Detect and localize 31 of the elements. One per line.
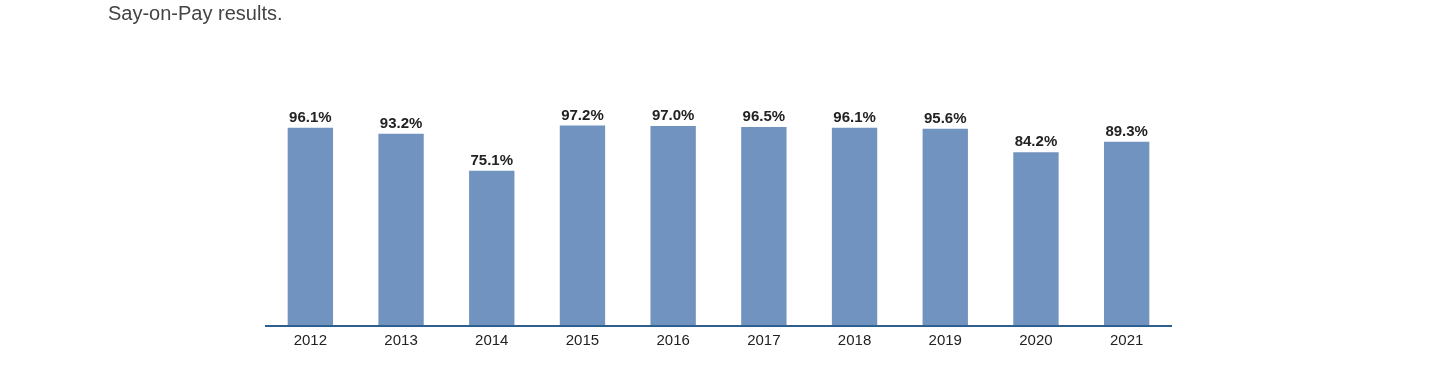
data-label: 95.6% — [923, 108, 967, 126]
bar — [469, 170, 515, 325]
data-label: 96.5% — [742, 106, 786, 124]
x-tick-label: 2021 — [1109, 331, 1144, 348]
bar — [378, 133, 424, 325]
x-tick-label: 2020 — [1019, 331, 1053, 348]
bar — [831, 127, 878, 325]
data-label: 97.2% — [561, 105, 604, 123]
data-label: 96.1% — [289, 107, 332, 125]
bar — [922, 128, 968, 325]
data-label: 96.1% — [833, 107, 876, 125]
data-label: 84.2% — [1014, 132, 1058, 150]
bar — [650, 125, 696, 325]
bar — [1103, 141, 1150, 325]
x-tick-label: 2017 — [747, 331, 781, 348]
data-label: 89.3% — [1105, 121, 1148, 139]
chart-title: Say-on-Pay results. — [108, 1, 283, 24]
bar — [1013, 152, 1059, 325]
bar — [741, 126, 787, 325]
data-label: 97.0% — [651, 105, 695, 123]
x-tick-label: 2018 — [837, 331, 872, 348]
x-tick-label: 2019 — [928, 331, 962, 348]
x-tick-label: 2015 — [565, 331, 600, 348]
bar — [287, 127, 334, 325]
x-tick-label: 2012 — [293, 331, 328, 348]
x-tick-label: 2013 — [384, 331, 418, 348]
x-tick-label: 2016 — [656, 331, 690, 348]
x-tick-label: 2014 — [475, 331, 509, 348]
bar — [559, 125, 606, 325]
data-label: 75.1% — [470, 150, 514, 168]
data-label: 93.2% — [379, 113, 423, 131]
